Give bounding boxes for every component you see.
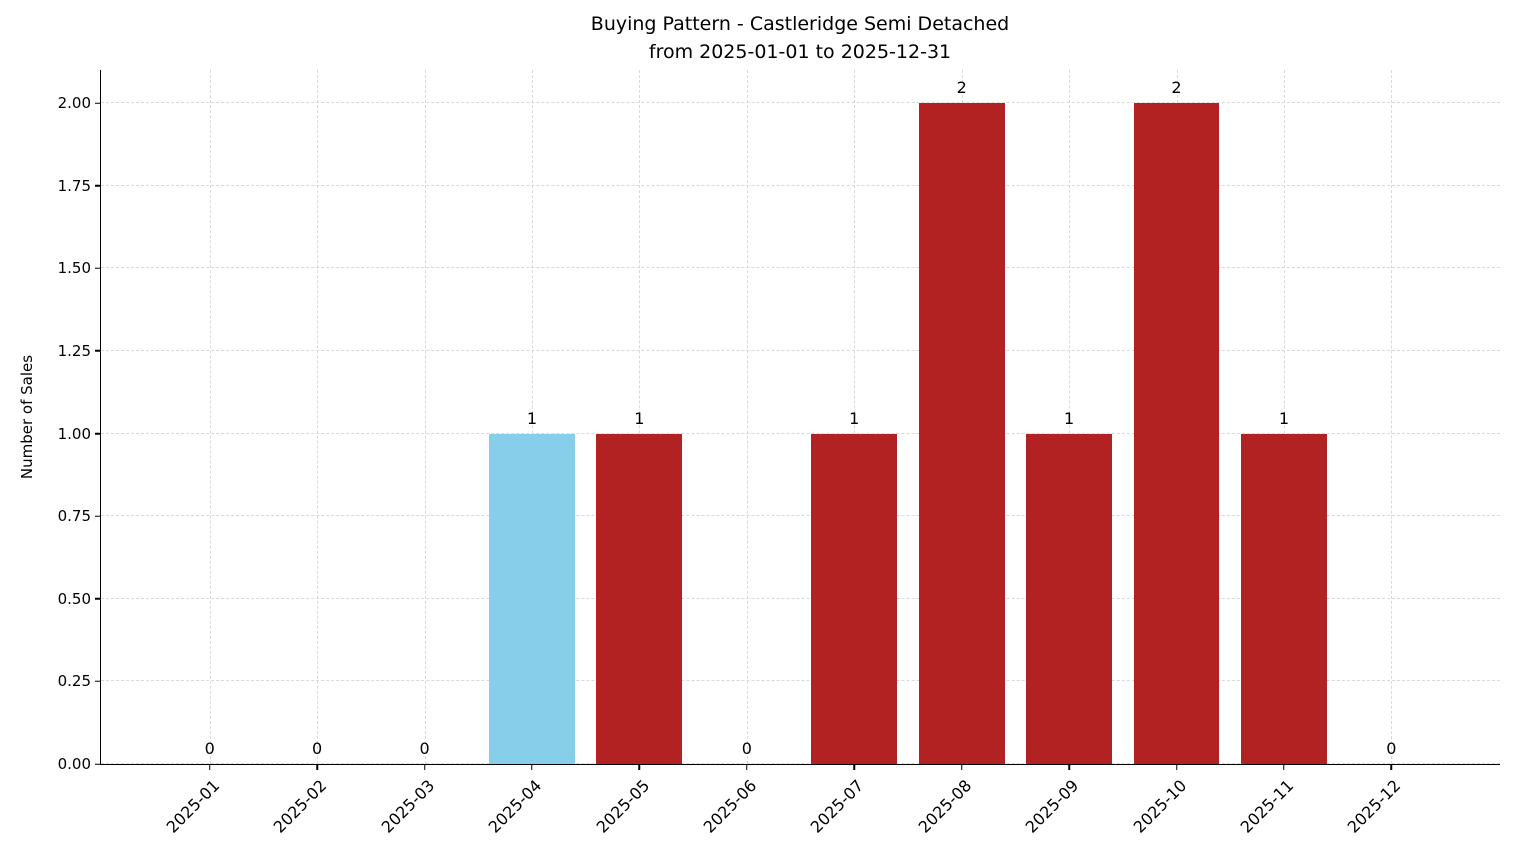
gridline-vertical bbox=[531, 70, 533, 764]
bar-slot: 0 2025-02 bbox=[263, 70, 370, 837]
bar-value-label: 0 bbox=[419, 739, 430, 758]
bar-value-label: 0 bbox=[312, 739, 323, 758]
gridline-horizontal bbox=[101, 184, 1500, 186]
bar-value-label: 0 bbox=[204, 739, 215, 758]
x-tick-mark bbox=[423, 764, 426, 770]
bar-slot: 0 2025-03 bbox=[371, 70, 478, 837]
bar-slot: 2 2025-08 bbox=[908, 70, 1015, 837]
bar-value-label: 0 bbox=[741, 739, 752, 758]
bar-2025-09 bbox=[1026, 433, 1113, 764]
bar-slot: 1 2025-05 bbox=[586, 70, 693, 837]
gridline-vertical bbox=[639, 70, 641, 764]
y-tick-mark bbox=[95, 267, 101, 270]
bar-slot: 0 2025-01 bbox=[156, 70, 263, 837]
gridline-horizontal bbox=[101, 515, 1500, 517]
x-tick-label: 2025-11 bbox=[1236, 776, 1298, 837]
bar-value-label: 2 bbox=[1171, 78, 1182, 98]
gridline-horizontal bbox=[101, 763, 1500, 764]
bar-value-label: 1 bbox=[849, 408, 860, 428]
y-tick-mark bbox=[95, 680, 101, 683]
gridline-horizontal bbox=[101, 432, 1500, 434]
bar-slot: 1 2025-04 bbox=[478, 70, 585, 837]
x-tick-label: 2025-10 bbox=[1129, 776, 1190, 837]
y-tick-label: 1.00 bbox=[57, 424, 91, 443]
x-tick-mark bbox=[531, 764, 533, 770]
x-tick-mark bbox=[208, 764, 211, 770]
gridline-vertical bbox=[1069, 70, 1071, 764]
x-tick-label: 2025-01 bbox=[162, 776, 224, 837]
gridline-vertical bbox=[1391, 70, 1393, 764]
y-tick-label: 0.50 bbox=[57, 589, 91, 608]
gridline-vertical bbox=[854, 70, 856, 764]
bar-slot: 2 2025-10 bbox=[1123, 70, 1230, 837]
bar-2025-08 bbox=[918, 103, 1005, 764]
y-tick-mark bbox=[95, 350, 101, 352]
chart-title: Buying Pattern - Castleridge Semi Detach… bbox=[100, 10, 1500, 66]
y-tick-mark bbox=[95, 432, 101, 435]
y-tick-label: 1.75 bbox=[57, 176, 91, 195]
gridline-horizontal bbox=[101, 349, 1500, 351]
y-tick-mark bbox=[95, 102, 101, 104]
bar-slot: 1 2025-09 bbox=[1015, 70, 1122, 837]
bars-area: 0 2025-01 0 2025-02 0 2025-03 1 2025-04 1 2025-05… bbox=[156, 70, 1445, 837]
bar-value-label: 1 bbox=[526, 408, 538, 428]
y-tick-label: 2.00 bbox=[57, 94, 91, 113]
y-tick-label: 0.75 bbox=[57, 507, 91, 526]
bar-slot: 1 2025-07 bbox=[801, 70, 908, 837]
y-tick-label: 1.25 bbox=[57, 341, 91, 360]
gridline-vertical bbox=[746, 70, 748, 764]
plot-area: 0.00 0.25 0.50 0.75 1.00 1.25 1.50 1.75 2.00 0 202… bbox=[58, 70, 1500, 837]
y-tick-mark bbox=[95, 598, 101, 600]
bar-2025-04 bbox=[489, 433, 575, 764]
x-tick-label: 2025-07 bbox=[806, 776, 868, 837]
y-axis-label: Number of Sales bbox=[18, 354, 36, 480]
bar-value-label: 1 bbox=[1278, 408, 1290, 428]
gridline-horizontal bbox=[101, 680, 1500, 682]
x-tick-mark bbox=[316, 764, 318, 770]
bar-slot: 0 2025-12 bbox=[1338, 70, 1445, 837]
bar-value-label: 0 bbox=[1386, 739, 1397, 758]
x-tick-label: 2025-09 bbox=[1021, 776, 1083, 837]
x-tick-label: 2025-04 bbox=[484, 776, 546, 837]
gridline-horizontal bbox=[101, 597, 1500, 599]
bar-2025-10 bbox=[1133, 103, 1220, 764]
x-tick-mark bbox=[853, 764, 855, 770]
bar-2025-11 bbox=[1240, 433, 1327, 764]
x-tick-label: 2025-12 bbox=[1344, 776, 1405, 837]
gridline-vertical bbox=[1283, 70, 1285, 764]
x-tick-mark bbox=[1068, 764, 1070, 770]
x-tick-label: 2025-06 bbox=[699, 776, 761, 837]
bar-2025-07 bbox=[811, 433, 898, 764]
x-tick-mark bbox=[960, 764, 963, 770]
bar-value-label: 1 bbox=[634, 408, 645, 428]
x-tick-label: 2025-05 bbox=[592, 776, 653, 837]
x-tick-label: 2025-03 bbox=[377, 776, 438, 837]
bar-value-label: 1 bbox=[1063, 408, 1075, 428]
gridline-horizontal bbox=[101, 267, 1500, 269]
y-tick-label: 0.00 bbox=[57, 755, 91, 773]
y-tick-label: 0.25 bbox=[57, 672, 91, 691]
chart-title-line2: from 2025-01-01 to 2025-12-31 bbox=[648, 41, 952, 63]
y-tick-mark bbox=[95, 763, 101, 765]
y-tick-mark bbox=[95, 184, 101, 187]
x-tick-label: 2025-02 bbox=[269, 776, 331, 837]
bar-value-label: 2 bbox=[956, 78, 967, 98]
x-tick-mark bbox=[1283, 764, 1285, 770]
x-tick-mark bbox=[638, 764, 641, 770]
x-tick-label: 2025-08 bbox=[914, 776, 976, 837]
gridline-vertical bbox=[424, 70, 426, 764]
bar-slot: 0 2025-06 bbox=[693, 70, 800, 837]
x-tick-mark bbox=[1175, 764, 1178, 770]
bar-2025-05 bbox=[596, 433, 683, 764]
y-tick-mark bbox=[95, 515, 101, 517]
gridline-horizontal bbox=[101, 102, 1500, 104]
gridline-vertical bbox=[317, 70, 319, 764]
gridline-vertical bbox=[209, 70, 211, 764]
y-tick-label: 1.50 bbox=[57, 259, 91, 278]
chart-title-line1: Buying Pattern - Castleridge Semi Detach… bbox=[590, 13, 1010, 35]
bar-slot: 1 2025-11 bbox=[1230, 70, 1337, 837]
x-tick-mark bbox=[1390, 764, 1393, 770]
x-tick-mark bbox=[746, 764, 748, 770]
